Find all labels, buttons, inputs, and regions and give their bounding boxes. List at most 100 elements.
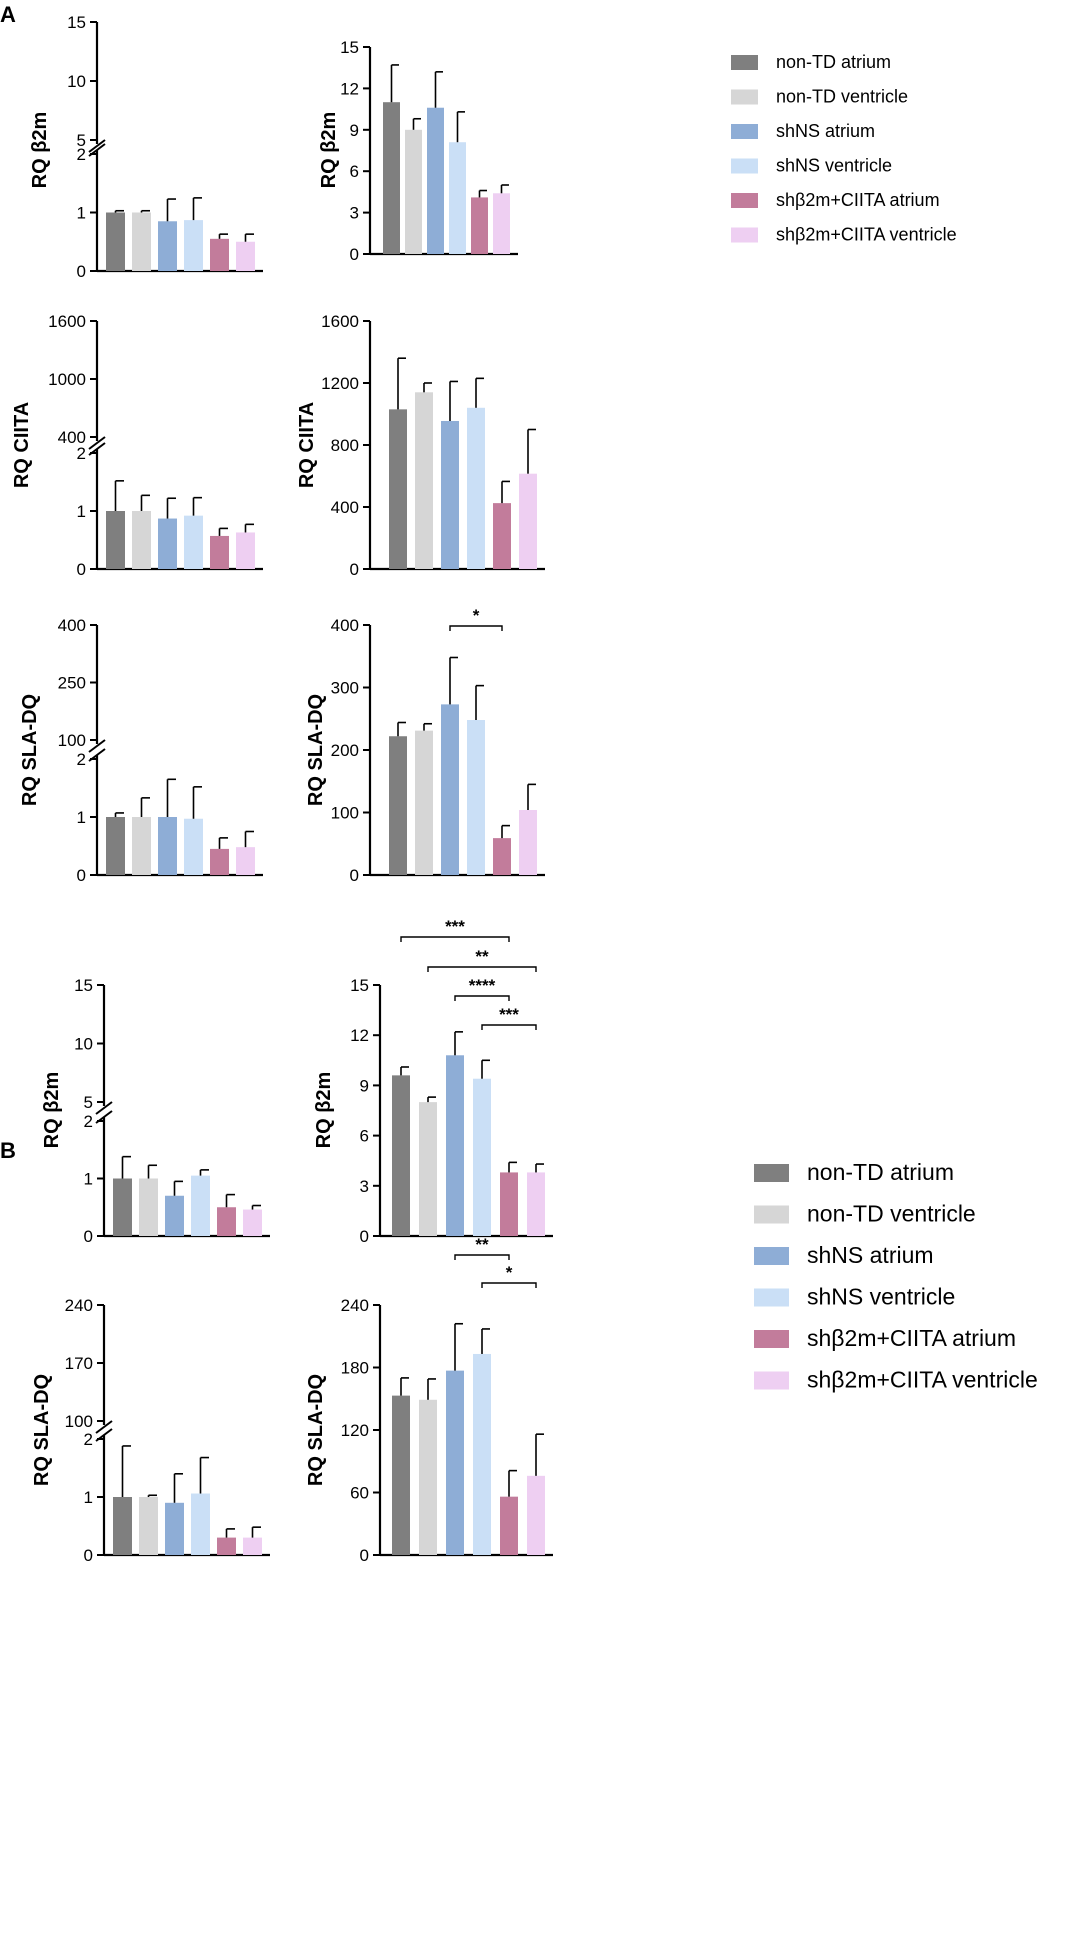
chart7-tick-label: 5 bbox=[84, 1093, 93, 1112]
chart5-bar bbox=[184, 818, 203, 875]
chart5-bar bbox=[106, 817, 125, 875]
chart8-legend-label: shβ2m+CIITA atrium bbox=[807, 1325, 1016, 1351]
chart2-tick-label: 0 bbox=[350, 245, 359, 264]
chart8-legend-swatch bbox=[754, 1205, 789, 1224]
chart8-significance-bracket bbox=[427, 966, 537, 972]
chart8-bar bbox=[446, 1055, 464, 1236]
chart3-tick-label: 2 bbox=[77, 444, 86, 463]
chart6-tick-label: 200 bbox=[331, 741, 359, 760]
chart6-bar bbox=[389, 736, 407, 875]
chart1-tick-label: 0 bbox=[77, 262, 86, 281]
chart4-tick-label: 0 bbox=[350, 560, 359, 579]
chart6-significance-bracket bbox=[449, 625, 503, 631]
chart10-bar bbox=[419, 1399, 437, 1555]
chart8-legend-label: shNS atrium bbox=[807, 1242, 934, 1268]
chart3-tick-label: 1 bbox=[77, 502, 86, 521]
chart9-tick-label: 2 bbox=[84, 1430, 93, 1449]
chart9-bar bbox=[217, 1537, 236, 1555]
chart3-bar bbox=[184, 515, 203, 569]
chart10-tick-label: 60 bbox=[350, 1484, 369, 1503]
chart5-bar bbox=[158, 817, 177, 875]
chart7-bar bbox=[113, 1178, 132, 1236]
chart10-bar bbox=[527, 1475, 545, 1555]
chart4-tick-label: 800 bbox=[331, 436, 359, 455]
chart7-y-axis-label: RQ β2m bbox=[41, 1072, 63, 1149]
chart10-tick-label: 120 bbox=[341, 1421, 369, 1440]
chart1-y-axis-label: RQ β2m bbox=[29, 112, 51, 189]
chart8-tick-label: 9 bbox=[360, 1076, 369, 1095]
chart8-significance-bracket bbox=[481, 1024, 537, 1030]
chart2-legend-swatch bbox=[731, 193, 758, 208]
chart6-y-axis-label: RQ SLA-DQ bbox=[305, 694, 327, 806]
chart5-axis-break-mark bbox=[88, 739, 106, 753]
chart2-legend-label: non-TD atrium bbox=[776, 52, 891, 72]
chart9-tick-label: 100 bbox=[65, 1412, 93, 1431]
chart6-bar bbox=[519, 810, 537, 875]
chart9-tick-label: 0 bbox=[84, 1546, 93, 1565]
chart3-bar bbox=[210, 535, 229, 569]
chart2-tick-label: 15 bbox=[340, 38, 359, 57]
chart2-legend-label: shβ2m+CIITA ventricle bbox=[776, 225, 957, 245]
chart8-legend-swatch bbox=[754, 1288, 789, 1307]
chart9-y-axis-label: RQ SLA-DQ bbox=[31, 1374, 53, 1486]
chart8-bar bbox=[419, 1102, 437, 1236]
chart7-bar bbox=[191, 1175, 210, 1236]
chart4-bar bbox=[441, 420, 459, 569]
chart4-tick-label: 1200 bbox=[321, 374, 359, 393]
chart8-legend-label: shβ2m+CIITA ventricle bbox=[807, 1367, 1038, 1393]
chart8-significance-label: ** bbox=[475, 947, 489, 966]
chart10-bar bbox=[446, 1370, 464, 1555]
chart9-bar bbox=[165, 1502, 184, 1555]
chart2-bar bbox=[493, 193, 510, 254]
chart8-significance-bracket bbox=[400, 936, 510, 942]
chart6-bar bbox=[415, 730, 433, 875]
chart9-bar bbox=[113, 1497, 132, 1555]
chart7-bar bbox=[139, 1178, 158, 1236]
chart2-y-axis-label: RQ β2m bbox=[318, 112, 340, 189]
chart3-bar bbox=[106, 511, 125, 569]
chart3-tick-label: 1600 bbox=[48, 312, 86, 331]
chart8-tick-label: 3 bbox=[360, 1177, 369, 1196]
chart2-legend-swatch bbox=[731, 89, 758, 105]
chart2-bar bbox=[383, 102, 400, 254]
chart3-y-axis-label: RQ CIITA bbox=[11, 402, 33, 488]
chart7-tick-label: 1 bbox=[84, 1170, 93, 1189]
chart8-significance-label: *** bbox=[499, 1005, 519, 1024]
chart1-bar bbox=[236, 241, 255, 271]
chart8-significance-label: **** bbox=[469, 976, 496, 995]
chart2-bar bbox=[471, 197, 488, 254]
chart1-bar bbox=[158, 221, 177, 271]
chart10-tick-label: 180 bbox=[341, 1359, 369, 1378]
chart6-tick-label: 300 bbox=[331, 679, 359, 698]
chart1-bar bbox=[210, 238, 229, 271]
chart8-legend-label: non-TD ventricle bbox=[807, 1201, 976, 1227]
chart7-bar bbox=[243, 1209, 262, 1236]
chart9-tick-label: 1 bbox=[84, 1488, 93, 1507]
chart7-tick-label: 0 bbox=[84, 1227, 93, 1246]
chart2-bar bbox=[405, 129, 422, 254]
chart2-legend-label: non-TD ventricle bbox=[776, 87, 908, 107]
chart3-tick-label: 1000 bbox=[48, 370, 86, 389]
chart7-axis-break-mark bbox=[95, 1101, 113, 1115]
chart10-significance-label: ** bbox=[475, 1235, 489, 1254]
chart10-bar bbox=[500, 1496, 518, 1555]
chart2-legend-label: shNS atrium bbox=[776, 121, 875, 141]
chart5-tick-label: 1 bbox=[77, 808, 86, 827]
chart2-tick-label: 6 bbox=[350, 162, 359, 181]
panel-label-a: A bbox=[0, 2, 16, 27]
chart8-legend-swatch bbox=[754, 1164, 789, 1182]
chart1-tick-label: 15 bbox=[67, 13, 86, 32]
chart5-tick-label: 100 bbox=[58, 731, 86, 750]
chart4-bar bbox=[389, 409, 407, 569]
chart2-legend-swatch bbox=[731, 227, 758, 243]
chart4-bar bbox=[415, 392, 433, 569]
chart8-tick-label: 0 bbox=[360, 1227, 369, 1246]
chart4-bar bbox=[493, 503, 511, 569]
chart7-tick-label: 15 bbox=[74, 976, 93, 995]
chart4-tick-label: 400 bbox=[331, 498, 359, 517]
chart6-bar bbox=[467, 720, 485, 875]
chart6-bar bbox=[441, 704, 459, 875]
chart8-bar bbox=[473, 1078, 491, 1236]
chart5-y-axis-label: RQ SLA-DQ bbox=[19, 694, 41, 806]
chart10-tick-label: 0 bbox=[360, 1546, 369, 1565]
